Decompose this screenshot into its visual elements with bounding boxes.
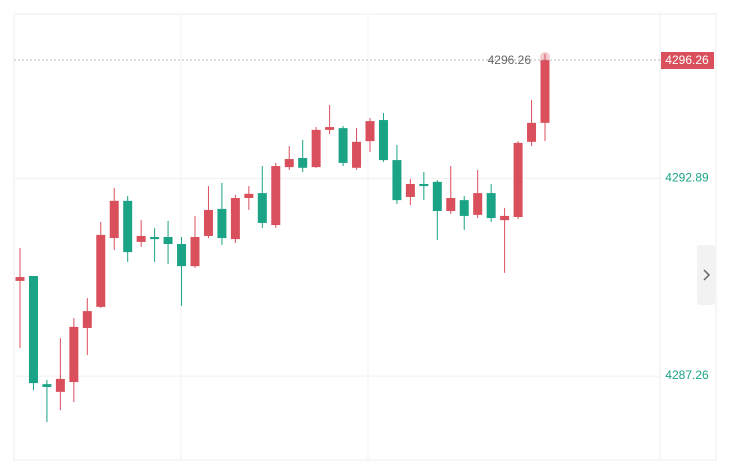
candle-body [486,193,496,219]
candle-body [446,198,456,212]
candle-body [69,326,79,383]
candle-body [311,129,321,168]
candle-body [378,120,388,161]
candle-body [230,198,240,240]
y-tick-label: 4292.89 [665,171,709,185]
candle-body [419,183,429,187]
candle-body [136,235,146,242]
candle-body [190,237,200,267]
side-toggle-button[interactable] [697,245,715,305]
candle-body [405,183,415,197]
candle-body [257,193,267,223]
candle-body [284,159,294,168]
candle-body [123,200,133,253]
candle-body [298,157,308,168]
candle-body [55,378,65,392]
plot: 4292.89 4287.26 4296.26 4296.26 [14,52,714,423]
last-price-badge-label: 4296.26 [665,53,709,67]
candle-body [325,127,335,130]
candle-body [177,244,187,267]
chart-frame [13,13,717,461]
candle-body [392,160,402,201]
candle-body [15,277,25,281]
candle-body [244,193,254,199]
y-tick-label: 4287.26 [665,368,709,382]
candle-body [109,200,119,239]
candle-body [271,166,281,226]
candle-body [352,141,362,168]
candle-body [42,384,52,387]
candle-body [217,208,227,239]
last-price-glow [540,52,550,63]
last-price-label: 4296.26 [488,53,532,67]
candle-body [163,237,173,245]
last-price-badge [661,52,714,70]
candle-body [150,237,160,240]
candle-body [473,193,483,215]
candle-body [500,215,510,221]
candle-body [203,209,213,236]
candle-body [365,121,375,142]
chevron-icon [703,269,711,281]
candle-body [513,142,523,217]
candle-body [459,200,469,216]
side-toggle[interactable] [697,245,715,305]
candle-body [540,60,550,123]
candle-body [338,128,348,163]
candle-body [82,311,92,328]
candle-body [28,275,38,384]
candle-body [96,234,106,307]
candle-body [527,122,537,142]
candle-body [432,181,442,212]
